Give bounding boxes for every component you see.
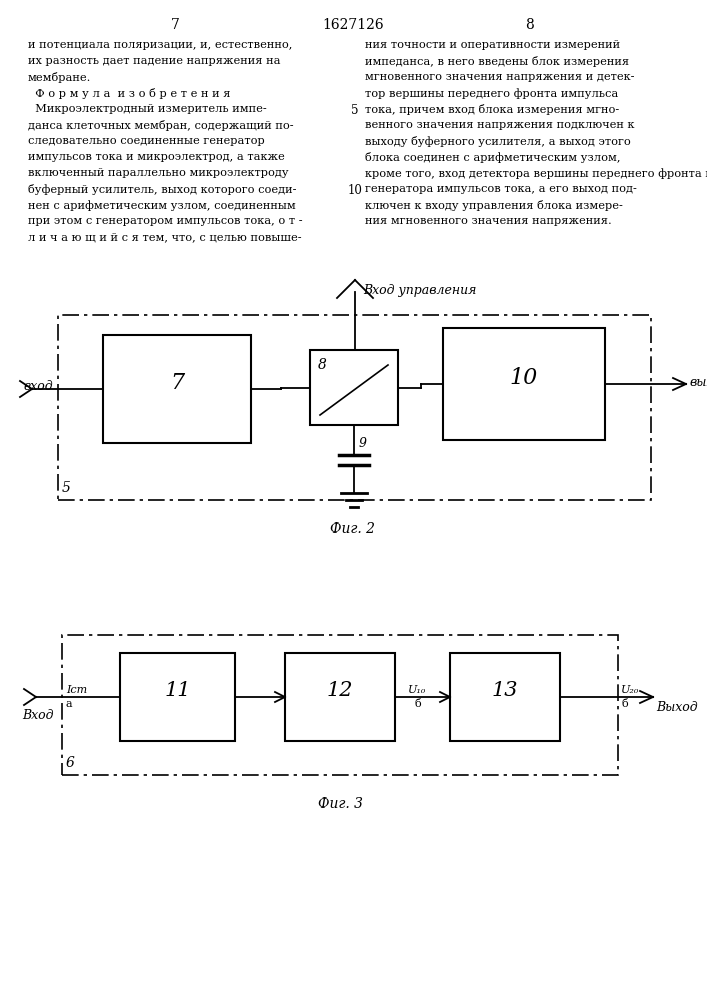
Text: 8: 8	[318, 358, 327, 372]
Bar	[310, 350, 398, 425]
Text: Фиг. 3: Фиг. 3	[317, 797, 363, 811]
Text: Выход: Выход	[656, 701, 698, 714]
Bar	[120, 653, 235, 741]
Text: Вход управления: Вход управления	[363, 284, 477, 297]
Text: 8: 8	[525, 18, 534, 32]
Text: блока соединен с арифметическим узлом,: блока соединен с арифметическим узлом,	[365, 152, 621, 163]
Text: нен с арифметическим узлом, соединенным: нен с арифметическим узлом, соединенным	[28, 200, 296, 211]
Text: 7: 7	[170, 372, 184, 394]
Text: импеданса, в него введены блок измерения: импеданса, в него введены блок измерения	[365, 56, 629, 67]
Text: а: а	[66, 699, 73, 709]
Text: Вход: Вход	[22, 709, 54, 722]
Text: следовательно соединенные генератор: следовательно соединенные генератор	[28, 136, 264, 146]
Text: б: б	[414, 699, 421, 709]
Text: б: б	[621, 699, 628, 709]
Text: и потенциала поляризации, и, естественно,: и потенциала поляризации, и, естественно…	[28, 40, 293, 50]
Text: венного значения напряжения подключен к: венного значения напряжения подключен к	[365, 120, 634, 130]
Text: тока, причем вход блока измерения мгно-: тока, причем вход блока измерения мгно-	[365, 104, 619, 115]
Text: 6: 6	[66, 756, 75, 770]
Text: мембране.: мембране.	[28, 72, 91, 83]
Text: 10: 10	[510, 367, 538, 389]
Text: ния мгновенного значения напряжения.: ния мгновенного значения напряжения.	[365, 216, 612, 226]
Text: включенный параллельно микроэлектроду: включенный параллельно микроэлектроду	[28, 168, 288, 178]
Bar	[58, 315, 651, 500]
Text: их разность дает падение напряжения на: их разность дает падение напряжения на	[28, 56, 281, 66]
Text: U₁₀: U₁₀	[409, 685, 427, 695]
Text: импульсов тока и микроэлектрод, а также: импульсов тока и микроэлектрод, а также	[28, 152, 285, 162]
Text: буферный усилитель, выход которого соеди-: буферный усилитель, выход которого соеди…	[28, 184, 296, 195]
Text: 10: 10	[348, 184, 363, 197]
Text: выход: выход	[689, 375, 707, 388]
Text: при этом с генератором импульсов тока, о т -: при этом с генератором импульсов тока, о…	[28, 216, 303, 226]
Bar	[62, 635, 618, 775]
Text: ния точности и оперативности измерений: ния точности и оперативности измерений	[365, 40, 620, 50]
Text: генератора импульсов тока, а его выход под-: генератора импульсов тока, а его выход п…	[365, 184, 637, 194]
Text: 11: 11	[164, 682, 191, 700]
Bar	[285, 653, 395, 741]
Bar	[103, 335, 251, 443]
Text: мгновенного значения напряжения и детек-: мгновенного значения напряжения и детек-	[365, 72, 634, 82]
Bar	[450, 653, 560, 741]
Text: U₂₀: U₂₀	[621, 685, 639, 695]
Text: выходу буферного усилителя, а выход этого: выходу буферного усилителя, а выход этог…	[365, 136, 631, 147]
Text: тор вершины переднего фронта импульса: тор вершины переднего фронта импульса	[365, 88, 618, 99]
Text: 7: 7	[170, 18, 180, 32]
Text: 5: 5	[351, 104, 358, 117]
Text: Ф о р м у л а  и з о б р е т е н и я: Ф о р м у л а и з о б р е т е н и я	[28, 88, 230, 99]
Text: Iст: Iст	[66, 685, 87, 695]
Text: 5: 5	[62, 481, 71, 495]
Text: кроме того, вход детектора вершины переднего фронта импульса тока соединен с вых: кроме того, вход детектора вершины перед…	[365, 168, 707, 179]
Text: 12: 12	[327, 682, 354, 700]
Bar	[443, 328, 605, 440]
Text: 1627126: 1627126	[322, 18, 384, 32]
Text: ключен к входу управления блока измере-: ключен к входу управления блока измере-	[365, 200, 623, 211]
Text: 9: 9	[359, 437, 367, 450]
Text: л и ч а ю щ и й с я тем, что, с целью повыше-: л и ч а ю щ и й с я тем, что, с целью по…	[28, 232, 302, 242]
Text: вход: вход	[23, 380, 53, 393]
Text: 13: 13	[492, 682, 518, 700]
Text: данса клеточных мембран, содержащий по-: данса клеточных мембран, содержащий по-	[28, 120, 293, 131]
Text: Фиг. 2: Фиг. 2	[330, 522, 375, 536]
Text: Микроэлектродный измеритель импе-: Микроэлектродный измеритель импе-	[28, 104, 267, 114]
